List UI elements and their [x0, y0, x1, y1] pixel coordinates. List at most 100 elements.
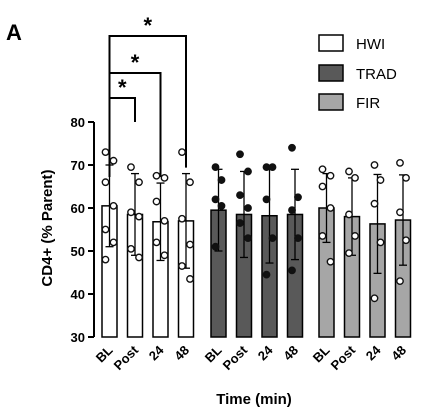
significance-brackets: *** [108, 13, 187, 178]
data-point [109, 238, 118, 247]
data-point [109, 156, 118, 165]
data-point [217, 176, 226, 184]
comparison-bracket-bl-post [108, 97, 136, 122]
data-point [236, 191, 244, 200]
series-trad [210, 143, 304, 338]
data-point [288, 143, 296, 152]
data-point [326, 204, 335, 212]
data-point [318, 165, 327, 174]
data-point [396, 208, 404, 217]
data-point [160, 173, 169, 182]
y-axis-title: CD4+ (% Parent) [39, 169, 56, 286]
data-point [160, 251, 169, 260]
data-point [268, 234, 277, 243]
data-point [178, 148, 186, 157]
significance-star: * [143, 13, 152, 38]
data-point [326, 171, 335, 180]
legend-label: FIR [356, 95, 380, 112]
x-tick-label-post: Post [111, 342, 142, 373]
data-point [186, 240, 194, 249]
data-point [402, 173, 410, 182]
x-axis-title: Time (min) [216, 391, 292, 408]
x-tick-label-post: Post [220, 342, 251, 373]
data-point [127, 208, 135, 217]
data-point [135, 178, 143, 187]
data-point [288, 266, 296, 275]
data-point [135, 212, 143, 221]
data-point [236, 219, 244, 227]
data-point [262, 270, 271, 279]
significance-star: * [118, 75, 127, 100]
x-tick-label-24: 24 [363, 342, 384, 363]
x-tick-label-post: Post [328, 342, 359, 373]
data-point [268, 163, 277, 172]
data-point [109, 201, 118, 210]
data-point [318, 232, 327, 240]
legend-item-trad: TRAD [318, 64, 397, 83]
x-tick-label-24: 24 [146, 342, 167, 363]
data-point [326, 257, 335, 266]
y-tick-label-50: 50 [71, 244, 85, 259]
x-tick-label-48: 48 [280, 343, 301, 364]
y-tick-label-40: 40 [71, 287, 85, 302]
data-point [370, 199, 379, 208]
data-point [345, 167, 353, 176]
x-tick-label-24: 24 [255, 342, 276, 363]
legend-item-hwi: HWI [318, 34, 385, 53]
data-point [217, 201, 226, 210]
data-point [127, 244, 135, 253]
data-point [396, 158, 404, 167]
legend-label: HWI [356, 36, 385, 53]
data-point [370, 294, 379, 303]
data-point [101, 255, 110, 264]
data-point [186, 275, 194, 283]
data-point [152, 238, 161, 247]
data-point [186, 178, 194, 187]
series-hwi [101, 148, 195, 338]
data-point [396, 277, 404, 285]
data-point [294, 193, 302, 202]
y-axis: 30 40 50 60 70 80 [71, 115, 95, 345]
data-point [152, 197, 161, 206]
data-point [288, 206, 296, 215]
data-point [370, 161, 379, 169]
data-point [211, 163, 220, 172]
legend: HWI TRAD FIR [318, 34, 397, 112]
data-point [211, 195, 220, 204]
data-point [236, 150, 244, 159]
data-point [244, 167, 252, 176]
data-point [101, 148, 110, 157]
data-point [345, 210, 353, 219]
x-tick-label-48: 48 [171, 343, 192, 364]
legend-swatch [318, 93, 344, 111]
data-point [351, 173, 359, 182]
legend-item-fir: FIR [318, 93, 380, 112]
data-point [244, 204, 252, 212]
legend-swatch [318, 34, 344, 52]
data-point [101, 178, 110, 187]
data-point [244, 234, 252, 243]
data-point [135, 253, 143, 262]
y-tick-label-70: 70 [71, 158, 85, 173]
data-point [262, 195, 271, 204]
y-tick-label-80: 80 [71, 115, 85, 130]
data-point [101, 225, 110, 234]
y-tick-label-30: 30 [71, 330, 85, 345]
data-point [127, 163, 135, 172]
y-tick-label-60: 60 [71, 201, 85, 216]
data-point [152, 171, 161, 180]
data-point [294, 234, 302, 243]
panel-label: A [6, 20, 22, 45]
data-point [376, 176, 385, 184]
legend-swatch [318, 64, 344, 82]
comparison-bracket-bl-48 [108, 35, 187, 168]
legend-label: TRAD [356, 66, 397, 83]
data-point [351, 232, 359, 240]
data-point [318, 182, 327, 191]
data-point [402, 236, 410, 245]
data-point [178, 214, 186, 223]
bars [101, 143, 412, 338]
data-point [160, 216, 169, 225]
